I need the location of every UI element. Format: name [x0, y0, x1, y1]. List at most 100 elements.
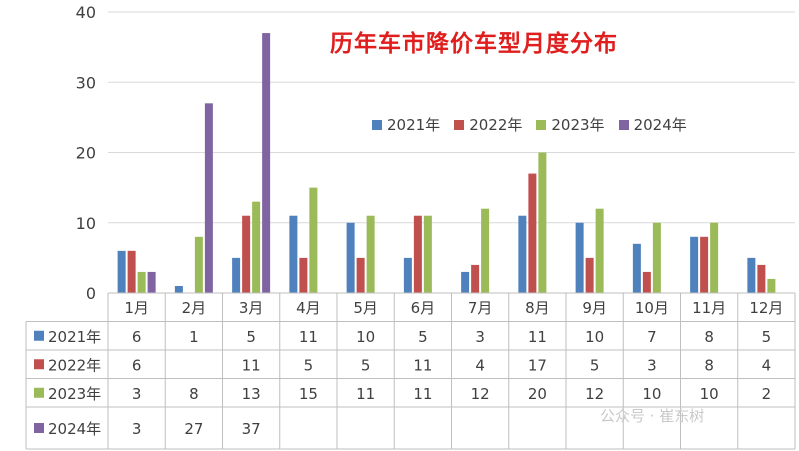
table-series-label-2021年: 2021年 [48, 328, 101, 346]
table-cell-2023年-7月: 12 [471, 385, 490, 403]
x-tick-label-1月: 1月 [124, 299, 149, 317]
bar-2021年-6月 [403, 257, 412, 293]
table-cell-2022年-10月: 3 [647, 356, 657, 374]
legend-swatch-2021 [372, 119, 382, 130]
table-swatch-2023年 [34, 387, 44, 398]
table-cell-2021年-10月: 7 [647, 328, 657, 346]
x-tick-label-10月: 10月 [635, 299, 669, 317]
chart-title: 历年车市降价车型月度分布 [330, 31, 618, 57]
bar-2022年-11月 [700, 236, 709, 293]
legend-label-2021: 2021年 [387, 116, 441, 134]
bar-2021年-7月 [461, 271, 470, 293]
watermark: 公众号 · 崔东树 [600, 407, 705, 425]
bar-2022年-3月 [242, 215, 251, 293]
table-cell-2023年-2月: 8 [189, 385, 199, 403]
bar-2022年-6月 [413, 215, 422, 293]
bar-2023年-10月 [652, 222, 661, 293]
x-tick-label-4月: 4月 [296, 299, 321, 317]
bar-2023年-1月 [137, 271, 146, 293]
table-cell-2022年-1月: 6 [132, 356, 142, 374]
table-swatch-2024年 [34, 423, 44, 433]
legend-swatch-2024 [618, 119, 629, 130]
table-cell-2021年-4月: 11 [299, 328, 318, 346]
table-cell-2022年-5月: 5 [361, 356, 371, 374]
x-tick-label-11月: 11月 [692, 299, 726, 317]
x-tick-label-8月: 8月 [525, 299, 550, 317]
y-tick-label-20: 20 [76, 144, 96, 163]
bar-2022年-10月 [642, 271, 651, 293]
bar-2021年-12月 [747, 257, 756, 293]
table-cell-2022年-12月: 4 [762, 356, 772, 374]
bar-2021年-1月 [117, 250, 126, 293]
legend-item-2023: 2023年 [536, 114, 605, 135]
bar-2021年-9月 [575, 222, 584, 293]
x-tick-label-5月: 5月 [353, 299, 378, 317]
bar-2022年-1月 [127, 250, 136, 293]
bar-2023年-12月 [767, 278, 776, 293]
table-cell-2021年-11月: 8 [704, 328, 714, 346]
legend-swatch-2022 [454, 119, 465, 130]
bar-2022年-9月 [585, 257, 594, 293]
bar-2023年-5月 [366, 215, 375, 293]
chart-legend: 2021年 2022年 2023年 2024年 [372, 114, 687, 135]
table-cell-2022年-7月: 4 [475, 356, 485, 374]
table-cell-2022年-6月: 11 [413, 356, 432, 374]
x-tick-label-2月: 2月 [182, 299, 207, 317]
bar-2022年-7月 [471, 264, 480, 293]
y-tick-label-0: 0 [86, 284, 96, 303]
bar-2023年-6月 [423, 215, 432, 293]
x-tick-label-12月: 12月 [749, 299, 783, 317]
legend-swatch-2023 [536, 119, 547, 130]
x-tick-label-6月: 6月 [411, 299, 436, 317]
table-cell-2023年-11月: 10 [700, 385, 719, 403]
table-cell-2022年-3月: 11 [242, 356, 261, 374]
table-cell-2023年-10月: 10 [642, 385, 661, 403]
y-tick-label-10: 10 [76, 214, 96, 233]
table-cell-2021年-6月: 5 [418, 328, 428, 346]
y-tick-label-30: 30 [76, 73, 96, 92]
x-tick-label-3月: 3月 [239, 299, 264, 317]
table-cell-2022年-4月: 5 [304, 356, 314, 374]
bar-2021年-5月 [346, 222, 355, 293]
table-cell-2023年-12月: 2 [762, 385, 772, 403]
legend-item-2021: 2021年 [372, 114, 440, 135]
legend-item-2024: 2024年 [618, 114, 687, 135]
table-cell-2021年-5月: 10 [356, 328, 375, 346]
bar-2024年-3月 [262, 33, 271, 293]
table-cell-2022年-8月: 17 [528, 356, 547, 374]
table-cell-2021年-7月: 3 [475, 328, 485, 346]
bar-2023年-7月 [481, 208, 490, 293]
table-cell-2023年-3月: 13 [242, 385, 261, 403]
bar-2023年-4月 [309, 187, 318, 293]
table-cell-2023年-5月: 11 [356, 385, 375, 403]
table-cell-2023年-1月: 3 [132, 385, 142, 403]
table-cell-2021年-9月: 10 [585, 328, 604, 346]
legend-label-2024: 2024年 [633, 116, 687, 134]
table-cell-2022年-11月: 8 [704, 356, 714, 374]
table-cell-2023年-9月: 12 [585, 385, 604, 403]
bar-2023年-8月 [538, 152, 547, 293]
bar-2021年-11月 [690, 236, 699, 293]
bar-2023年-9月 [595, 208, 604, 293]
table-swatch-2021年 [34, 330, 44, 341]
table-cell-2023年-6月: 11 [413, 385, 432, 403]
bar-2021年-3月 [232, 257, 241, 293]
table-cell-2024年-1月: 3 [132, 420, 142, 438]
bar-2021年-4月 [289, 215, 298, 293]
table-swatch-2022年 [34, 359, 44, 370]
y-tick-label-40: 40 [76, 3, 96, 22]
table-cell-2023年-8月: 20 [528, 385, 547, 403]
table-cell-2021年-8月: 11 [528, 328, 547, 346]
bar-2021年-8月 [518, 215, 527, 293]
legend-item-2022: 2022年 [454, 114, 522, 135]
bar-2022年-4月 [299, 257, 308, 293]
table-series-label-2023年: 2023年 [48, 385, 101, 403]
legend-label-2022: 2022年 [469, 116, 523, 134]
legend-label-2023: 2023年 [551, 116, 605, 134]
bar-2024年-1月 [147, 271, 156, 293]
table-cell-2021年-3月: 5 [246, 328, 256, 346]
table-cell-2023年-4月: 15 [299, 385, 318, 403]
table-cell-2022年-9月: 5 [590, 356, 600, 374]
bar-2024年-2月 [204, 103, 213, 293]
